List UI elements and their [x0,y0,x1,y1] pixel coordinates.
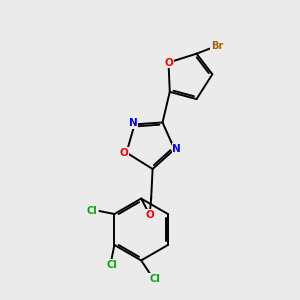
Text: O: O [145,210,154,220]
Text: Cl: Cl [149,274,160,284]
Text: Br: Br [211,41,223,51]
Text: Cl: Cl [87,206,98,215]
Text: N: N [172,144,181,154]
Text: N: N [129,118,137,128]
Text: O: O [164,58,173,68]
Text: Cl: Cl [106,260,117,270]
Text: O: O [119,148,128,158]
